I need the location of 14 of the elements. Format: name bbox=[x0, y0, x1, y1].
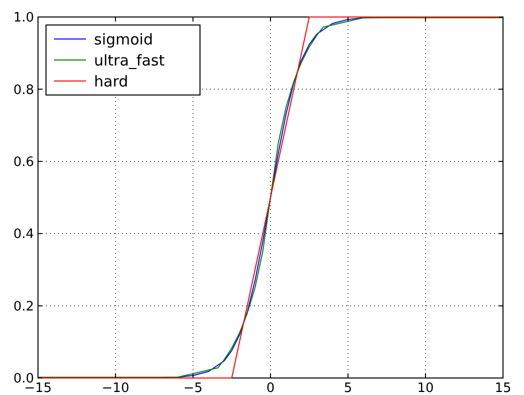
x-tick-label: −10 bbox=[102, 381, 130, 395]
x-tick-label: 15 bbox=[494, 381, 512, 395]
x-tick-label: 10 bbox=[417, 381, 434, 395]
legend-label: ultra_fast bbox=[94, 51, 165, 70]
legend-label: sigmoid bbox=[94, 30, 153, 48]
y-tick-label: 0.6 bbox=[13, 154, 34, 170]
y-tick-label: 0.8 bbox=[13, 82, 34, 98]
y-tick-label: 0.4 bbox=[13, 227, 34, 242]
legend-label: hard bbox=[94, 72, 128, 90]
x-tick-label: 0 bbox=[266, 381, 275, 395]
x-tick-label: −5 bbox=[183, 381, 203, 395]
y-tick-label: 1.0 bbox=[13, 10, 34, 26]
y-tick-label: 0.2 bbox=[13, 299, 34, 314]
x-tick-label: 5 bbox=[344, 381, 352, 395]
